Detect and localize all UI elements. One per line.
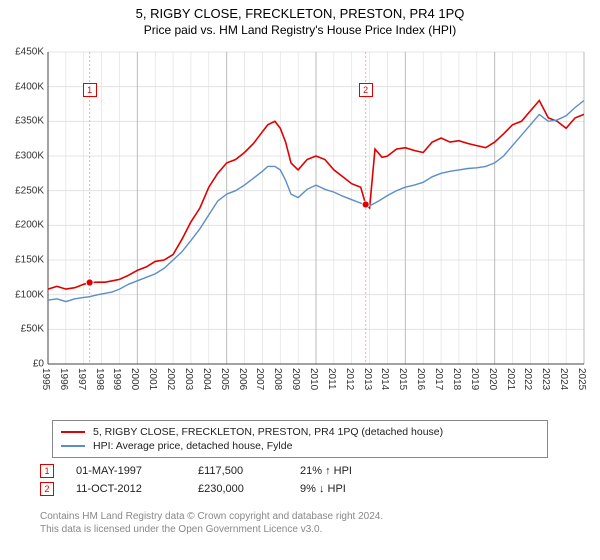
title-block: 5, RIGBY CLOSE, FRECKLETON, PRESTON, PR4… [0, 0, 600, 37]
sale-row: 1 01-MAY-1997 £117,500 21% ↑ HPI [40, 464, 380, 478]
attribution-line2: This data is licensed under the Open Gov… [40, 523, 592, 536]
y-tick-label: £300K [2, 151, 44, 162]
sale-price: £230,000 [198, 483, 278, 495]
x-tick-label: 2000 [129, 368, 140, 390]
x-tick-label: 2016 [415, 368, 426, 390]
sale-row: 2 11-OCT-2012 £230,000 9% ↓ HPI [40, 482, 380, 496]
chart-area: £0 £50K £100K £150K £200K £250K £300K £350K £400… [0, 42, 600, 412]
sale-hpi-diff: 21% ↑ HPI [300, 465, 380, 477]
sales-table: 1 01-MAY-1997 £117,500 21% ↑ HPI 2 11-OCT-201… [40, 464, 380, 500]
x-tick-label: 2004 [201, 368, 212, 390]
x-tick-label: 2019 [469, 368, 480, 390]
x-tick-label: 1998 [94, 368, 105, 390]
x-tick-label: 2013 [362, 368, 373, 390]
sale-price: £117,500 [198, 465, 278, 477]
legend-row: HPI: Average price, detached house, Fyld… [61, 439, 539, 453]
x-tick-label: 2008 [272, 368, 283, 390]
y-tick-label: £450K [2, 47, 44, 58]
x-tick-label: 2011 [326, 368, 337, 390]
x-tick-label: 1996 [58, 368, 69, 390]
x-tick-label: 2006 [237, 368, 248, 390]
sale-marker-box: 1 [83, 83, 97, 97]
legend-swatch [61, 445, 85, 447]
y-tick-label: £0 [2, 359, 44, 370]
sale-marker-box: 2 [359, 83, 373, 97]
x-tick-label: 2001 [147, 368, 158, 390]
x-tick-label: 2002 [165, 368, 176, 390]
chart-subtitle: Price paid vs. HM Land Registry's House … [0, 23, 600, 37]
y-tick-label: £50K [2, 324, 44, 335]
y-tick-label: £250K [2, 185, 44, 196]
x-tick-label: 2014 [379, 368, 390, 390]
y-tick-label: £350K [2, 116, 44, 127]
x-tick-label: 2010 [308, 368, 319, 390]
attribution: Contains HM Land Registry data © Crown c… [40, 510, 592, 536]
sale-date: 01-MAY-1997 [76, 465, 176, 477]
y-tick-label: £400K [2, 81, 44, 92]
x-tick-label: 2012 [344, 368, 355, 390]
x-tick-label: 2024 [558, 368, 569, 390]
x-tick-label: 2025 [576, 368, 587, 390]
y-tick-label: £200K [2, 220, 44, 231]
chart-svg [0, 42, 600, 412]
x-tick-label: 2017 [433, 368, 444, 390]
x-tick-label: 2018 [451, 368, 462, 390]
chart-title-address: 5, RIGBY CLOSE, FRECKLETON, PRESTON, PR4… [0, 6, 600, 21]
sale-date: 11-OCT-2012 [76, 483, 176, 495]
x-tick-label: 1999 [111, 368, 122, 390]
x-tick-label: 2022 [522, 368, 533, 390]
x-tick-label: 2021 [505, 368, 516, 390]
x-tick-label: 2020 [487, 368, 498, 390]
x-tick-label: 2003 [183, 368, 194, 390]
x-tick-label: 2023 [540, 368, 551, 390]
legend-row: 5, RIGBY CLOSE, FRECKLETON, PRESTON, PR4… [61, 425, 539, 439]
x-tick-label: 2009 [290, 368, 301, 390]
y-tick-label: £100K [2, 289, 44, 300]
y-tick-label: £150K [2, 255, 44, 266]
sale-number-box: 2 [40, 482, 54, 496]
legend: 5, RIGBY CLOSE, FRECKLETON, PRESTON, PR4… [52, 420, 548, 458]
legend-label: HPI: Average price, detached house, Fyld… [93, 440, 292, 452]
x-tick-label: 2015 [397, 368, 408, 390]
sale-hpi-diff: 9% ↓ HPI [300, 483, 380, 495]
x-tick-label: 2007 [254, 368, 265, 390]
sale-number-box: 1 [40, 464, 54, 478]
legend-label: 5, RIGBY CLOSE, FRECKLETON, PRESTON, PR4… [93, 426, 443, 438]
legend-swatch [61, 431, 85, 433]
x-tick-label: 2005 [219, 368, 230, 390]
x-tick-label: 1995 [40, 368, 51, 390]
attribution-line1: Contains HM Land Registry data © Crown c… [40, 510, 592, 523]
x-tick-label: 1997 [76, 368, 87, 390]
